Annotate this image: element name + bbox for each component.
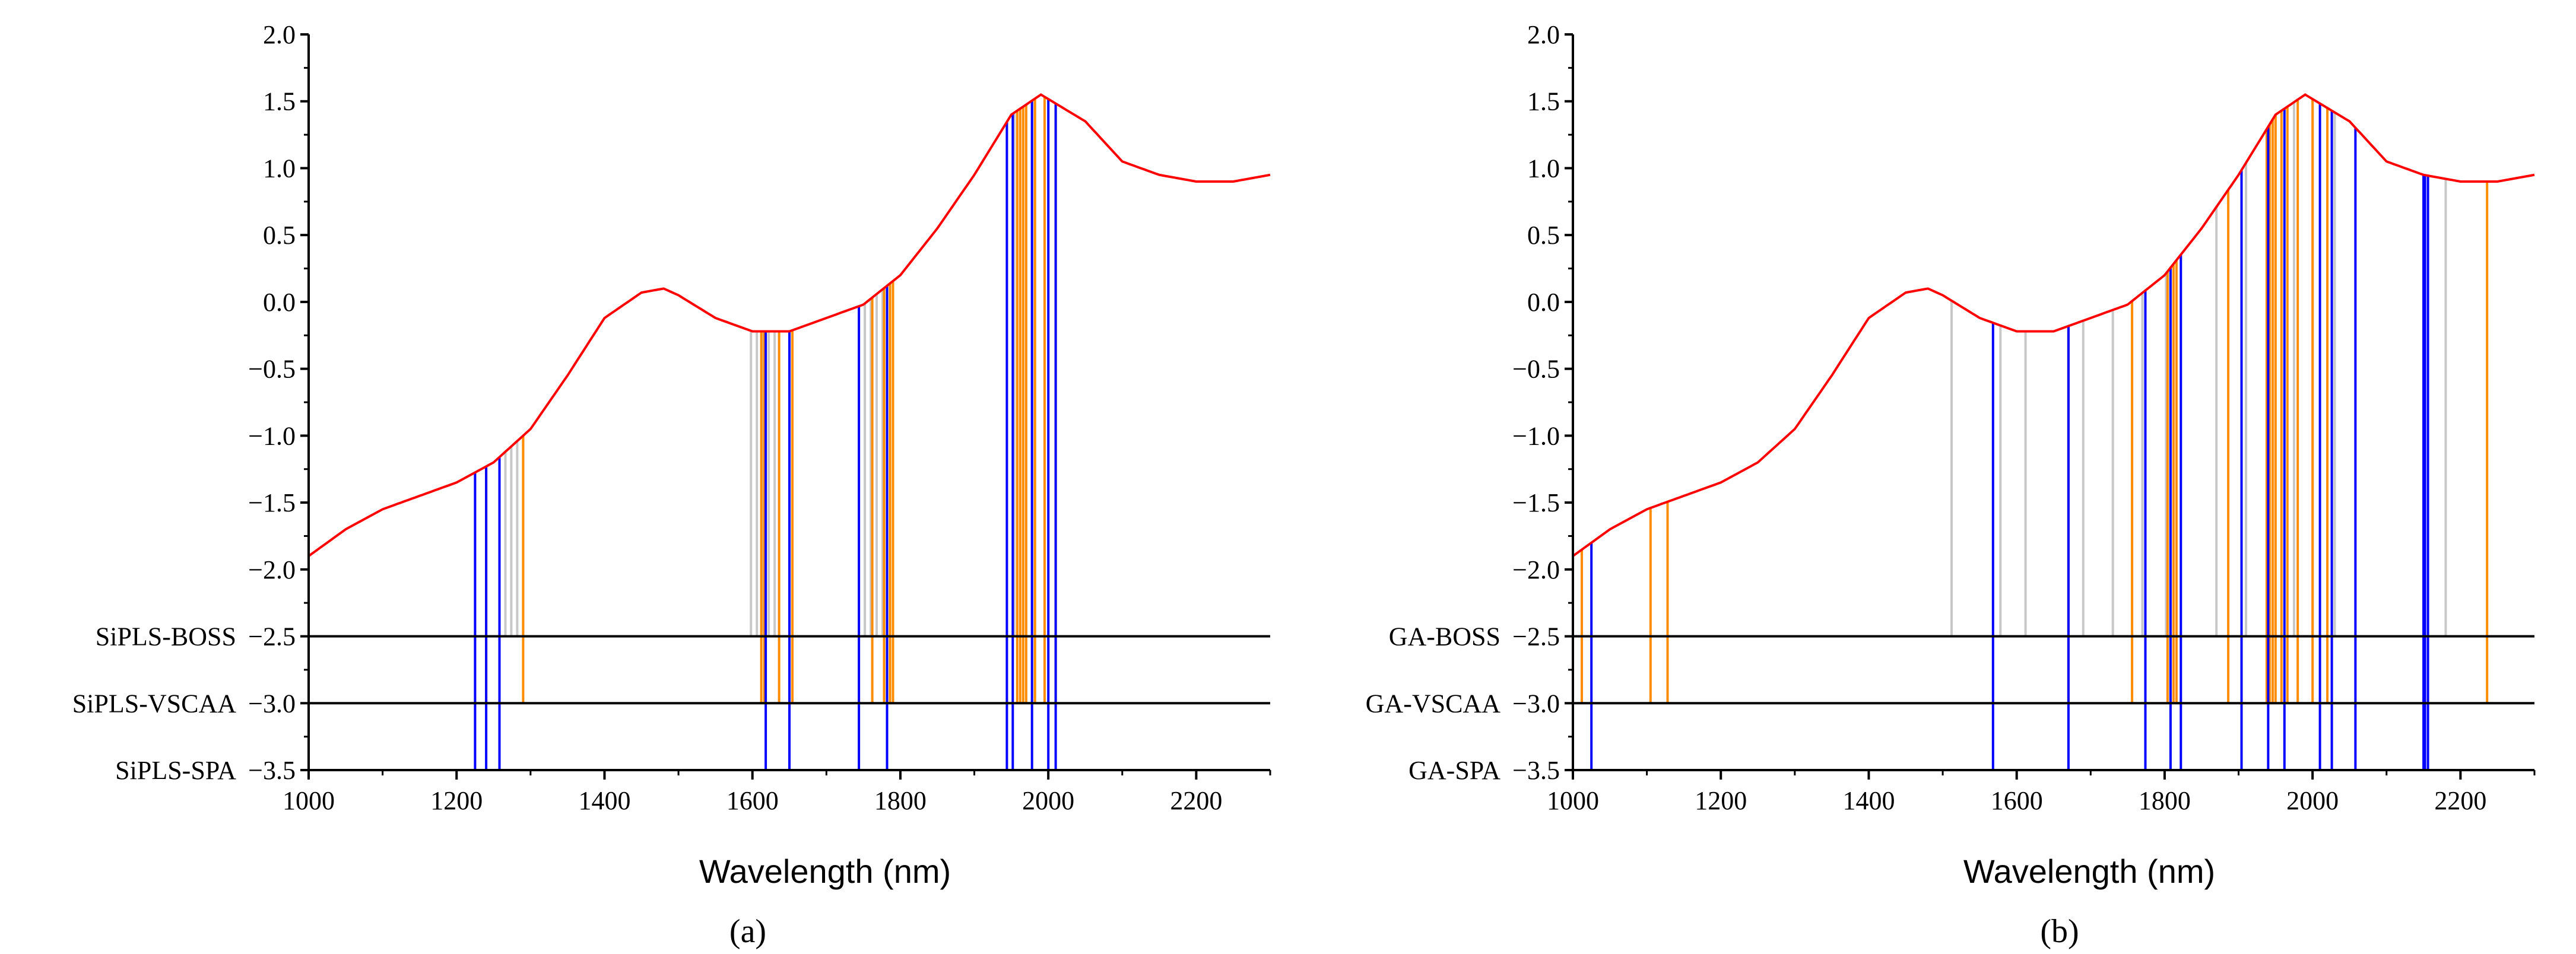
panel-b-row-label-0: GA-BOSS (1389, 622, 1500, 651)
panel-b-row-label-2: GA-SPA (1408, 756, 1500, 785)
panel-b-axes (1572, 34, 2534, 771)
panel-b-y-tick-label: 2.0 (1527, 20, 1560, 49)
panel-b-y-tick-label: 0.0 (1527, 288, 1560, 317)
panel-b-row-labels: GA-BOSS GA-VSCAA GA-SPA (1366, 622, 1501, 785)
panel-b-x-ticks: 1000 1200 1400 1600 1800 2000 2200 (1547, 770, 2536, 815)
panel-b-row-label-1: GA-VSCAA (1366, 689, 1501, 718)
panel-b-x-tick-label: 1000 (1547, 786, 1599, 815)
panel-a-y-tick-label: −0.5 (248, 355, 296, 384)
panel-a-y-tick-label: 1.5 (263, 87, 296, 116)
panel-a-x-tick-label: 1200 (430, 786, 483, 815)
panel-b-y-tick-label: −1.5 (1512, 488, 1560, 517)
panel-b-y-tick-label: 1.5 (1527, 87, 1560, 116)
panel-b-y-tick-label: −2.0 (1512, 555, 1560, 584)
panel-a-label: (a) (729, 913, 766, 950)
panel-b-bars (1581, 99, 2489, 770)
panel-a-row-label-2: SiPLS-SPA (115, 756, 236, 785)
panel-b-x-tick-label: 1400 (1842, 786, 1895, 815)
panel-a-row-labels: SiPLS-BOSS SiPLS-VSCAA SiPLS-SPA (72, 622, 237, 785)
panel-a-x-tick-label: 1000 (283, 786, 335, 815)
panel-a-y-tick-label: −3.0 (248, 689, 296, 718)
panel-a-y-tick-label: 0.5 (263, 221, 296, 250)
panel-b-x-tick-label: 1600 (1991, 786, 2043, 815)
panel-a-bars (474, 97, 1057, 770)
panel-a-y-tick-label: −3.5 (248, 756, 296, 785)
panel-b-y-tick-label: −2.5 (1512, 622, 1560, 651)
panel-b-y-tick-label: −3.5 (1512, 756, 1560, 785)
panel-b-row-baselines (1573, 635, 2534, 705)
panel-a-row-label-0: SiPLS-BOSS (96, 622, 236, 651)
panel-a-spectrum-line (307, 93, 1271, 557)
panel-b-x-tick-label: 2000 (2286, 786, 2339, 815)
panel-b-y-tick-label: −1.0 (1512, 421, 1560, 450)
panel-a-y-tick-label: 0.0 (263, 288, 296, 317)
panel-a-x-tick-label: 1600 (727, 786, 779, 815)
panel-a-y-tick-label: 1.0 (263, 154, 296, 183)
panel-a-y-tick-label: −2.0 (248, 555, 296, 584)
panel-a-x-tick-label: 2200 (1170, 786, 1222, 815)
panel-a-x-tick-label: 2000 (1022, 786, 1074, 815)
panel-b-x-tick-label: 1800 (2139, 786, 2191, 815)
panel-a: 2.0 1.5 1.0 0.5 0.0 −0.5 −1.0 −1.5 −2.0 −2.5 −3.0 −… (72, 20, 1271, 950)
panel-b-x-axis-title: Wavelength (nm) (1963, 853, 2215, 890)
panel-a-y-tick-label: −1.0 (248, 421, 296, 450)
panel-a-x-tick-label: 1400 (578, 786, 630, 815)
panel-b-x-tick-label: 1200 (1695, 786, 1747, 815)
panel-b-spectrum-line (1572, 93, 2535, 557)
panel-a-y-tick-label: −2.5 (248, 622, 296, 651)
panel-b-y-tick-label: −0.5 (1512, 355, 1560, 384)
panel-a-x-axis-title: Wavelength (nm) (699, 853, 951, 890)
panel-b-y-tick-label: 0.5 (1527, 221, 1560, 250)
panel-a-row-label-1: SiPLS-VSCAA (72, 689, 237, 718)
panel-b-label: (b) (2040, 913, 2079, 950)
panel-a-row-baselines (309, 635, 1270, 705)
panel-b: 2.0 1.5 1.0 0.5 0.0 −0.5 −1.0 −1.5 −2.0 −2.5 −3.0 −… (1366, 20, 2536, 950)
panel-b-y-tick-label: 1.0 (1527, 154, 1560, 183)
panel-b-y-tick-label: −3.0 (1512, 689, 1560, 718)
panel-a-y-tick-label: −1.5 (248, 488, 296, 517)
panel-a-y-tick-label: 2.0 (263, 20, 296, 49)
panel-b-x-tick-label: 2200 (2434, 786, 2486, 815)
panel-b-y-ticks: 2.0 1.5 1.0 0.5 0.0 −0.5 −1.0 −1.5 −2.0 −2.5 −3.0 −… (1512, 20, 1573, 785)
panel-a-x-ticks: 1000 1200 1400 1600 1800 2000 2200 (283, 770, 1271, 815)
panel-a-y-ticks: 2.0 1.5 1.0 0.5 0.0 −0.5 −1.0 −1.5 −2.0 −2.5 −3.0 −… (248, 20, 309, 785)
panel-a-x-tick-label: 1800 (874, 786, 927, 815)
